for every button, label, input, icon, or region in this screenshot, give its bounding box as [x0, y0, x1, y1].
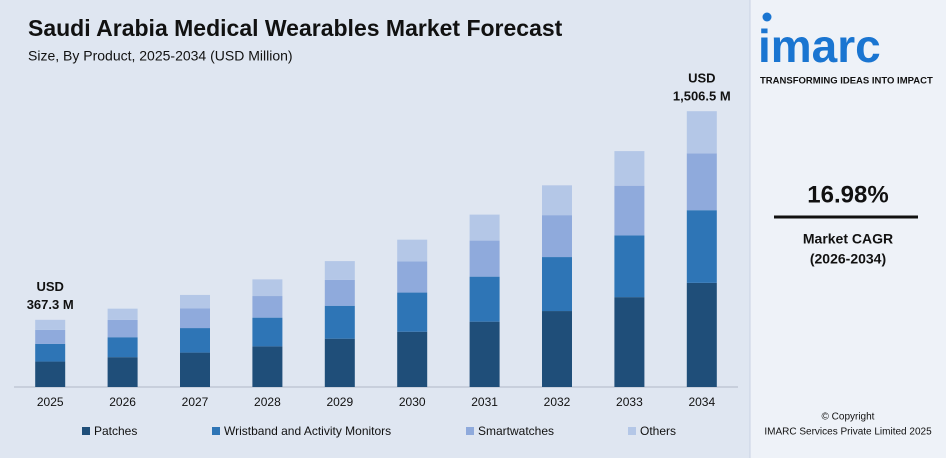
logo-dot: [762, 12, 772, 22]
x-tick-label: 2034: [688, 395, 715, 409]
bar-segment: [324, 338, 355, 387]
legend-swatch: [82, 427, 90, 435]
total-label: 367.3 M: [27, 297, 74, 312]
bar-segment: [469, 321, 500, 387]
bar-segment: [542, 215, 572, 258]
bar-segment: [397, 331, 428, 387]
x-tick-label: 2032: [544, 395, 571, 409]
x-tick-label: 2030: [399, 395, 426, 409]
cagr-value: 16.98%: [807, 181, 888, 208]
bar-segment: [469, 240, 500, 277]
legend-swatch: [628, 427, 636, 435]
logo: imarc: [758, 20, 881, 72]
bar-segment: [324, 261, 355, 280]
x-tick-label: 2029: [326, 395, 353, 409]
bar-segment: [614, 235, 645, 298]
legend-swatch: [212, 427, 220, 435]
bar-segment: [180, 328, 210, 353]
bar-segment: [686, 210, 717, 283]
bar-segment: [107, 308, 138, 320]
bar-segment: [35, 361, 66, 387]
bar-segment: [180, 308, 210, 329]
bar-segment: [35, 329, 66, 344]
bar-segment: [180, 294, 210, 309]
bar-segment: [542, 311, 572, 387]
bar-segment: [35, 343, 66, 362]
bar-segment: [614, 151, 645, 186]
x-tick-label: 2025: [37, 395, 64, 409]
cagr-period: (2026-2034): [810, 251, 886, 267]
copyright: © Copyright: [822, 412, 875, 423]
x-tick-label: 2026: [109, 395, 136, 409]
x-tick-label: 2033: [616, 395, 643, 409]
bar-segment: [252, 279, 283, 297]
total-label: USD: [688, 71, 715, 86]
tagline: TRANSFORMING IDEAS INTO IMPACT: [760, 76, 933, 87]
company: IMARC Services Private Limited 2025: [764, 427, 932, 438]
bar-segment: [35, 319, 66, 330]
chart-subtitle: Size, By Product, 2025-2034 (USD Million…: [28, 48, 293, 64]
bar-segment: [252, 346, 283, 387]
bar-segment: [686, 111, 717, 154]
bar-segment: [252, 317, 283, 347]
bar-segment: [324, 279, 355, 306]
bar-segment: [107, 357, 138, 387]
legend-swatch: [466, 427, 474, 435]
sidebar-background: [750, 0, 946, 458]
bar-segment: [542, 185, 572, 216]
bar-segment: [107, 319, 138, 338]
bar-segment: [686, 153, 717, 211]
x-tick-label: 2031: [471, 395, 498, 409]
legend-label: Wristband and Activity Monitors: [224, 424, 391, 438]
cagr-label: Market CAGR: [803, 231, 893, 247]
bar-segment: [542, 257, 572, 312]
chart-title: Saudi Arabia Medical Wearables Market Fo…: [28, 15, 563, 41]
bar-segment: [180, 352, 210, 387]
bar-segment: [469, 214, 500, 241]
legend-label: Patches: [94, 424, 137, 438]
legend-label: Smartwatches: [478, 424, 554, 438]
bar-segment: [397, 239, 428, 262]
bar-segment: [397, 261, 428, 293]
x-tick-label: 2028: [254, 395, 281, 409]
legend-label: Others: [640, 424, 676, 438]
bar-segment: [252, 296, 283, 318]
total-label: 1,506.5 M: [673, 89, 731, 104]
bar-segment: [614, 297, 645, 387]
bar-segment: [469, 276, 500, 322]
bar-segment: [614, 185, 645, 236]
bar-segment: [107, 337, 138, 358]
bar-segment: [397, 292, 428, 332]
total-label: USD: [36, 279, 63, 294]
bar-segment: [686, 282, 717, 387]
x-tick-label: 2027: [182, 395, 209, 409]
bar-segment: [324, 305, 355, 339]
